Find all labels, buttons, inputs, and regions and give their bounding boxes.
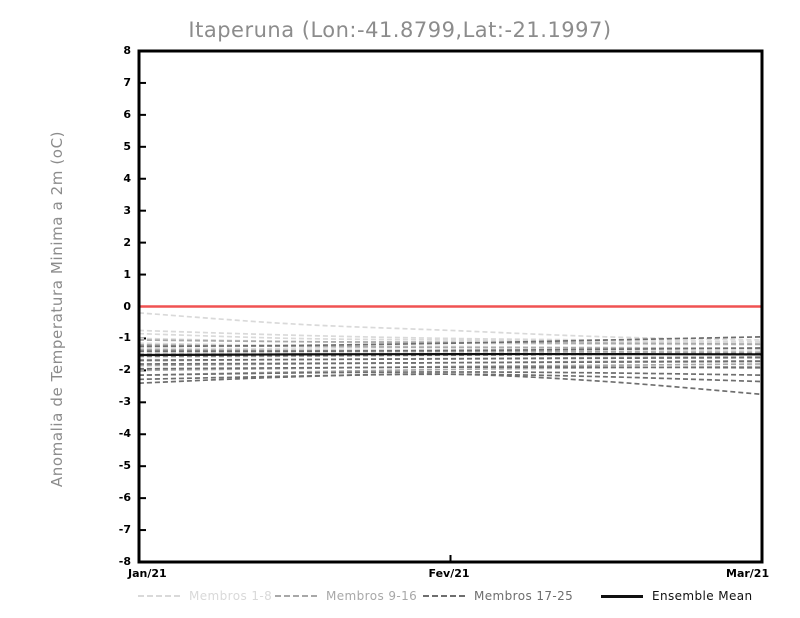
member-line: [140, 339, 761, 346]
y-axis-tick-label: 1: [123, 267, 131, 281]
y-axis-tick-label: -5: [118, 459, 131, 473]
member-line: [140, 356, 761, 361]
y-axis-tick-label: 2: [123, 235, 131, 249]
member-line: [140, 336, 761, 348]
y-axis-tick-label: -7: [118, 523, 131, 537]
member-line: [140, 332, 761, 345]
y-axis-tick-label: 3: [123, 203, 131, 217]
y-axis-tick-label: -3: [118, 395, 131, 409]
legend-swatch-icon: [138, 595, 180, 597]
member-line: [140, 329, 761, 343]
x-axis-tick-label: Jan/21: [128, 567, 167, 580]
member-line: [140, 366, 761, 370]
legend-label: Membros 17-25: [474, 589, 574, 603]
y-axis-tick-label: 7: [123, 75, 131, 89]
legend-item: Membros 1-8: [138, 586, 272, 606]
y-axis-tick-label: -6: [118, 491, 131, 505]
legend-item: Membros 17-25: [423, 586, 573, 606]
member-line: [140, 348, 761, 354]
member-line: [140, 347, 761, 353]
y-axis-tick-label: 6: [123, 107, 131, 121]
member-line: [140, 373, 761, 383]
legend-label: Membros 9-16: [326, 589, 418, 603]
y-axis-tick-label: -4: [118, 427, 131, 441]
member-line: [140, 337, 761, 346]
legend-swatch-icon: [275, 595, 317, 597]
x-axis-tick-label: Mar/21: [726, 567, 770, 580]
legend-swatch-icon: [601, 594, 643, 598]
legend-label: Ensemble Mean: [652, 589, 753, 603]
chart-title: Itaperuna (Lon:-41.8799,Lat:-21.1997): [188, 18, 612, 42]
series-group: [140, 312, 761, 396]
y-axis-tick-label: 8: [123, 44, 131, 57]
member-line: [140, 371, 761, 376]
y-axis-tick-label: 0: [123, 299, 131, 313]
chart-legend: Membros 1-8 Membros 9-16 Membros 17-25 Ense…: [0, 586, 800, 608]
member-line: [140, 360, 761, 365]
legend-item: Membros 9-16: [275, 586, 417, 606]
legend-item: Ensemble Mean: [601, 586, 753, 606]
ensemble-mean-line: [140, 352, 761, 357]
y-axis-tick-label: 5: [123, 139, 131, 153]
y-axis-tick-label: -8: [118, 555, 131, 568]
y-axis-tick-label: -2: [118, 363, 131, 377]
legend-label: Membros 1-8: [189, 589, 273, 603]
y-axis-tick-label: 4: [123, 171, 131, 185]
x-axis-tick-label: Fev/21: [428, 567, 470, 580]
member-line: [140, 363, 761, 372]
y-axis-tick-label: -1: [118, 331, 131, 345]
member-line: [140, 373, 761, 396]
member-line: [140, 347, 761, 353]
legend-swatch-icon: [423, 595, 465, 597]
